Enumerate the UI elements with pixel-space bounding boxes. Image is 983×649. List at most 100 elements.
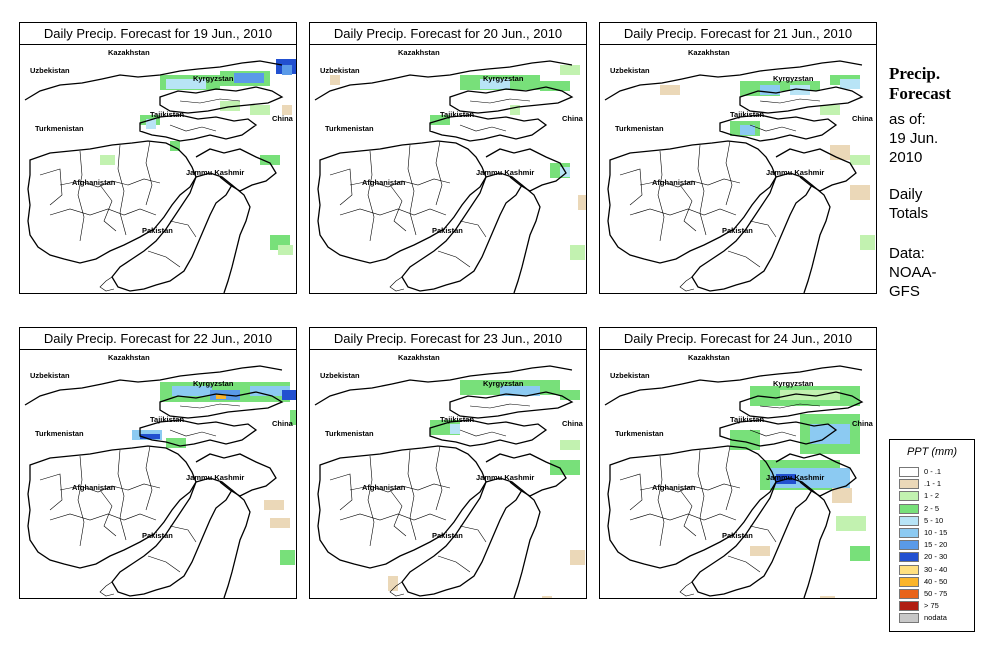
precip-cell xyxy=(202,386,207,391)
precip-cell xyxy=(790,468,795,473)
map-label-kazakhstan: Kazakhstan xyxy=(688,353,730,362)
precip-cell xyxy=(835,429,840,434)
precip-cell xyxy=(745,130,750,135)
precip-cell xyxy=(815,429,820,434)
precip-cell xyxy=(855,419,860,424)
precip-cell xyxy=(836,516,841,521)
country-border xyxy=(314,365,573,406)
precip-cell xyxy=(825,473,830,478)
precip-cell xyxy=(790,401,795,406)
precip-cell xyxy=(500,391,505,396)
precip-cell xyxy=(840,396,845,401)
precip-cell xyxy=(830,155,835,160)
map-label-uzbekistan: Uzbekistan xyxy=(30,371,70,380)
precip-cell xyxy=(485,380,490,385)
precip-cell xyxy=(815,401,820,406)
precip-cell xyxy=(730,131,735,136)
country-border xyxy=(691,477,813,597)
precip-cell xyxy=(840,444,845,449)
precip-cell xyxy=(170,397,175,402)
map-label-jammu-kashmir: Jammu Kashmir xyxy=(766,473,824,482)
precip-cell xyxy=(182,391,187,396)
precip-cell xyxy=(170,75,175,80)
precip-cell xyxy=(282,390,287,395)
precip-cell xyxy=(142,430,147,435)
legend-item: nodata xyxy=(899,613,969,624)
precip-cell xyxy=(570,70,575,75)
legend-item: 1 - 2 xyxy=(899,491,969,502)
map-label-china: China xyxy=(852,114,874,123)
precip-cell xyxy=(270,386,275,391)
precip-cell xyxy=(435,425,440,430)
precip-cell xyxy=(851,526,856,531)
precip-cell xyxy=(255,391,260,396)
forecast-panel: Daily Precip. Forecast for 23 Jun., 2010… xyxy=(309,327,587,599)
precip-cell xyxy=(845,473,850,478)
totals-line2: Totals xyxy=(889,205,929,222)
legend-label: 10 - 15 xyxy=(924,528,948,537)
precip-cell xyxy=(870,245,875,250)
precip-cell xyxy=(215,75,220,80)
legend-label: 0 - .1 xyxy=(924,467,942,476)
map-label-tajikistan: Tajikistan xyxy=(730,415,764,424)
precip-cell xyxy=(560,172,565,177)
country-border xyxy=(604,60,863,101)
province-border xyxy=(435,445,443,511)
map-label-uzbekistan: Uzbekistan xyxy=(320,66,360,75)
map-label-kyrgyzstan: Kyrgyzstan xyxy=(193,379,234,388)
legend-item: .1 - 1 xyxy=(899,479,969,490)
precip-cell xyxy=(490,75,495,80)
precip-cell xyxy=(225,71,230,76)
country-border xyxy=(449,391,574,419)
map-label-jammu-kashmir: Jammu Kashmir xyxy=(186,473,244,482)
precip-cell xyxy=(840,386,845,391)
precip-cell xyxy=(760,460,765,465)
source-line1: Data: xyxy=(889,245,925,262)
country-border xyxy=(739,86,864,114)
precip-cell xyxy=(760,81,765,86)
precip-cell xyxy=(865,245,870,250)
precip-cell xyxy=(820,434,825,439)
precip-cell xyxy=(855,84,860,89)
province-border xyxy=(459,124,507,132)
precip-cell xyxy=(800,460,805,465)
precip-cell xyxy=(207,386,212,391)
precip-cell xyxy=(840,419,845,424)
precip-cell xyxy=(795,460,800,465)
precip-cell xyxy=(820,110,825,115)
precip-cell xyxy=(292,390,296,395)
precip-cell xyxy=(190,397,195,402)
precip-cell xyxy=(835,75,840,80)
precip-cell xyxy=(550,465,555,470)
map-label-kazakhstan: Kazakhstan xyxy=(398,48,440,57)
precip-cell xyxy=(283,250,288,255)
precip-cell xyxy=(470,75,475,80)
legend-item: 5 - 10 xyxy=(899,515,969,527)
precip-cell xyxy=(495,79,500,84)
precip-cell xyxy=(166,79,171,84)
precip-cell xyxy=(845,79,850,84)
precip-cell xyxy=(850,556,855,561)
precip-cell xyxy=(755,126,760,131)
precip-cell xyxy=(470,390,475,395)
precip-cell xyxy=(186,79,191,84)
province-border xyxy=(725,140,733,206)
precip-cell xyxy=(550,380,555,385)
precip-cell xyxy=(215,382,220,387)
precip-cell xyxy=(146,124,151,129)
precip-cell xyxy=(210,80,215,85)
precip-cell xyxy=(815,424,820,429)
precip-cell xyxy=(235,101,240,106)
province-border xyxy=(39,168,63,206)
precip-cell xyxy=(835,414,840,419)
province-border xyxy=(339,208,447,216)
precip-map: Uzbekistan Kazakhstan Kyrgyzstan Tajikistan… xyxy=(604,48,875,293)
precip-cell xyxy=(780,468,785,473)
precip-cell xyxy=(225,390,230,395)
precip-cell xyxy=(230,71,235,76)
legend-swatch xyxy=(899,491,919,502)
precip-cell xyxy=(565,86,570,91)
precip-cell xyxy=(490,385,495,390)
precip-cell xyxy=(282,395,287,400)
precip-cell xyxy=(220,101,225,106)
